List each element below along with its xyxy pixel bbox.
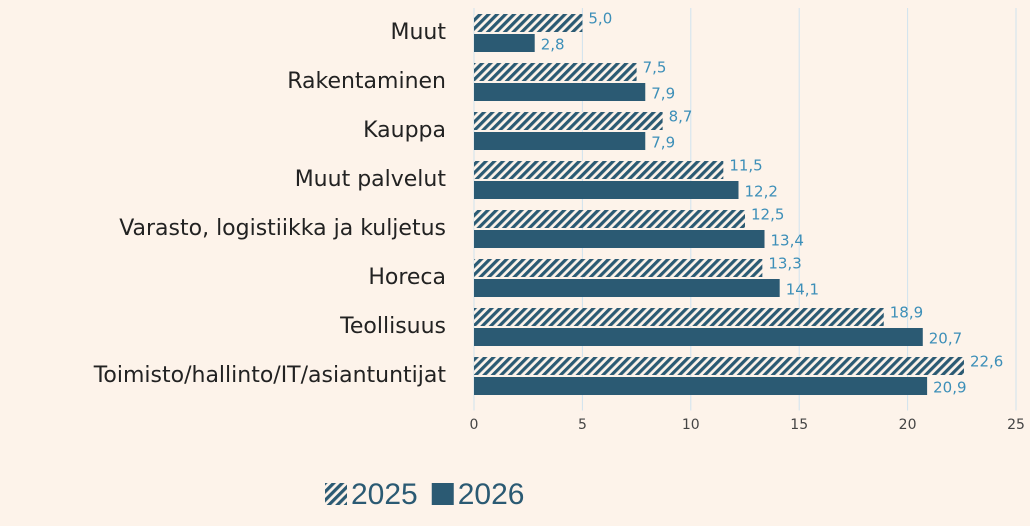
category-label: Muut (391, 20, 447, 45)
value-label: 7,9 (651, 134, 675, 152)
category-label: Muut palvelut (295, 167, 447, 192)
bar (474, 230, 765, 248)
bar (474, 308, 884, 326)
category-label: Toimisto/hallinto/IT/asiantuntijat (93, 363, 447, 388)
value-label: 8,7 (669, 108, 693, 126)
legend-swatch (325, 483, 347, 505)
value-label: 7,5 (643, 59, 667, 77)
bar (474, 132, 646, 150)
category-label: Kauppa (363, 118, 446, 143)
x-tick-label: 20 (899, 417, 917, 433)
x-tick-label: 0 (470, 417, 479, 433)
category-label: Varasto, logistiikka ja kuljetus (119, 216, 446, 241)
value-label: 2,8 (541, 36, 565, 54)
bar (474, 161, 724, 179)
value-label: 5,0 (588, 10, 612, 28)
value-label: 13,4 (771, 232, 804, 250)
category-label: Rakentaminen (287, 69, 446, 94)
value-label: 13,3 (768, 255, 801, 273)
category-label: Horeca (368, 265, 446, 290)
bar (474, 83, 646, 101)
value-label: 18,9 (890, 304, 923, 322)
value-label: 20,7 (929, 330, 962, 348)
x-tick-label: 10 (682, 417, 700, 433)
x-tick-label: 25 (1007, 417, 1025, 433)
bar (474, 377, 928, 395)
category-label: Teollisuus (339, 314, 446, 339)
legend-swatch (431, 483, 454, 505)
bar (474, 112, 663, 130)
bar (474, 14, 583, 32)
bar (474, 181, 739, 199)
bar (474, 328, 923, 346)
value-label: 12,5 (751, 206, 784, 224)
value-label: 14,1 (786, 281, 819, 299)
x-tick-label: 5 (578, 417, 587, 433)
value-label: 11,5 (729, 157, 762, 175)
bar (474, 357, 964, 375)
value-label: 22,6 (970, 353, 1003, 371)
bar (474, 279, 780, 297)
bar (474, 259, 763, 277)
legend-label: 2026 (458, 478, 525, 511)
bar (474, 210, 745, 228)
bar (474, 63, 637, 81)
value-label: 12,2 (744, 183, 777, 201)
value-label: 7,9 (651, 85, 675, 103)
bar (474, 34, 535, 52)
x-tick-label: 15 (790, 417, 808, 433)
value-label: 20,9 (933, 379, 966, 397)
legend-label: 2025 (351, 478, 418, 511)
